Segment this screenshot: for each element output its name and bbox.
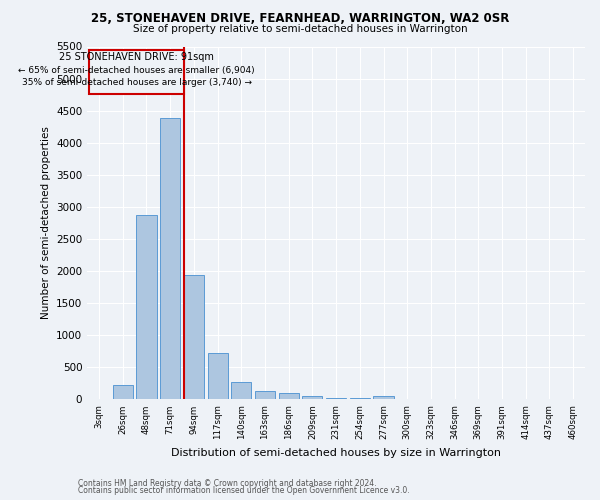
Bar — [350, 398, 370, 400]
Bar — [373, 396, 394, 400]
Text: Size of property relative to semi-detached houses in Warrington: Size of property relative to semi-detach… — [133, 24, 467, 34]
Bar — [160, 118, 180, 400]
Text: Contains public sector information licensed under the Open Government Licence v3: Contains public sector information licen… — [78, 486, 410, 495]
Bar — [278, 393, 299, 400]
Bar — [302, 396, 322, 400]
FancyBboxPatch shape — [89, 50, 184, 94]
Bar — [136, 214, 157, 400]
Bar — [184, 275, 204, 400]
X-axis label: Distribution of semi-detached houses by size in Warrington: Distribution of semi-detached houses by … — [171, 448, 501, 458]
Bar — [255, 391, 275, 400]
Y-axis label: Number of semi-detached properties: Number of semi-detached properties — [41, 126, 50, 320]
Bar — [208, 353, 227, 400]
Bar — [113, 384, 133, 400]
Text: ← 65% of semi-detached houses are smaller (6,904): ← 65% of semi-detached houses are smalle… — [18, 66, 255, 74]
Text: Contains HM Land Registry data © Crown copyright and database right 2024.: Contains HM Land Registry data © Crown c… — [78, 478, 377, 488]
Text: 25 STONEHAVEN DRIVE: 91sqm: 25 STONEHAVEN DRIVE: 91sqm — [59, 52, 214, 62]
Text: 35% of semi-detached houses are larger (3,740) →: 35% of semi-detached houses are larger (… — [22, 78, 251, 87]
Text: 25, STONEHAVEN DRIVE, FEARNHEAD, WARRINGTON, WA2 0SR: 25, STONEHAVEN DRIVE, FEARNHEAD, WARRING… — [91, 12, 509, 26]
Bar — [326, 398, 346, 400]
Bar — [231, 382, 251, 400]
